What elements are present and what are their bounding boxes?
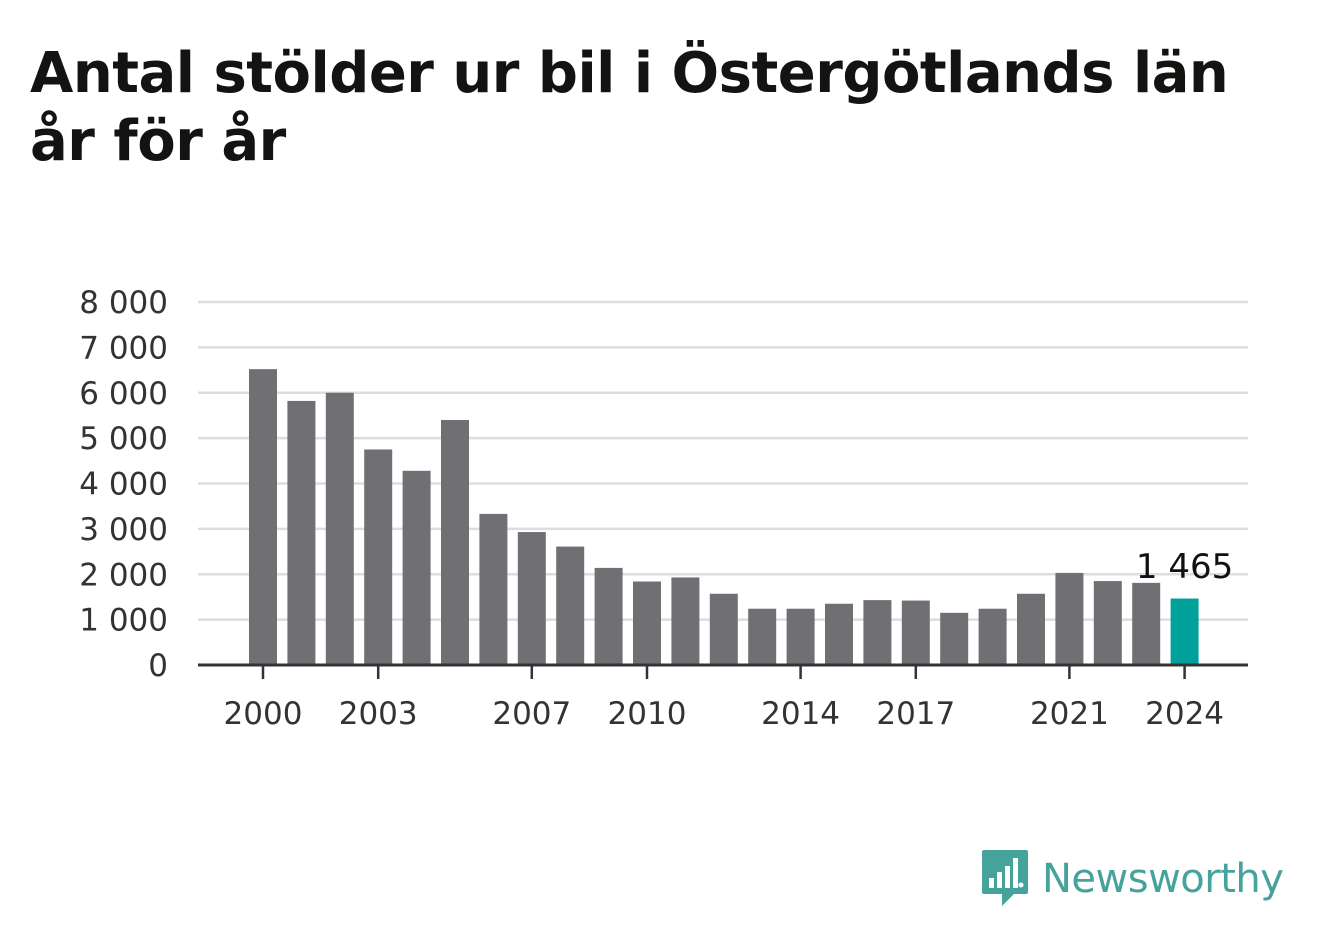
bar-2020 (1017, 593, 1045, 665)
brand-name: Newsworthy (1042, 856, 1284, 902)
gridlines (198, 300, 1248, 621)
y-tick-label: 5 000 (79, 421, 168, 457)
bar-2008 (556, 546, 585, 665)
x-tick-label: 2003 (339, 696, 418, 732)
bar-2015 (825, 603, 853, 665)
bar-2000 (249, 369, 277, 665)
y-tick-label: 1 000 (79, 603, 168, 639)
bar-2013 (748, 608, 777, 665)
y-tick-label: 8 000 (79, 285, 168, 321)
brand-logo: Newsworthy (980, 848, 1284, 910)
bar-2023 (1132, 582, 1161, 665)
bar-2002 (325, 392, 354, 665)
x-tick-label: 2007 (492, 696, 571, 732)
bar-2024 (1170, 598, 1199, 665)
bar-2018 (940, 612, 969, 665)
value-labels: 1 465 (1136, 547, 1233, 587)
bars (249, 369, 1199, 665)
bar-2010 (633, 581, 661, 665)
x-tick-label: 2014 (761, 696, 840, 732)
x-axis (198, 663, 1248, 679)
y-tick-label: 2 000 (79, 557, 168, 593)
x-tick-label: 2024 (1145, 696, 1224, 732)
bar-2007 (517, 532, 546, 665)
y-tick-label: 3 000 (79, 512, 168, 548)
bar-2009 (594, 567, 623, 665)
x-tick-label: 2017 (876, 696, 955, 732)
bar-2012 (709, 593, 738, 665)
bar-2014 (786, 608, 815, 665)
y-tick-label: 6 000 (79, 376, 168, 412)
bar-2006 (479, 513, 508, 665)
y-axis-tick-labels: 0 1 000 2 000 3 000 4 000 5 000 6 000 7 000 8 00… (79, 285, 168, 684)
x-tick-label: 2021 (1030, 696, 1109, 732)
chart-title: Antal stölder ur bil i Östergötlands län… (30, 41, 1229, 174)
y-tick-label: 0 (148, 648, 168, 684)
bar-2005 (441, 419, 469, 665)
newsworthy-logo-icon (982, 850, 1028, 906)
bar-2019 (978, 608, 1007, 665)
x-tick-label: 2010 (608, 696, 687, 732)
x-axis-tick-labels: 2000 2003 2007 2010 2014 2017 2021 2024 (224, 696, 1225, 732)
bar-2022 (1093, 581, 1122, 665)
bar-2016 (863, 600, 892, 665)
bar-2017 (901, 600, 930, 665)
bar-2004 (402, 470, 431, 665)
bar-2003 (364, 449, 393, 665)
highlight-value-label: 1 465 (1136, 547, 1233, 587)
bar-2021 (1055, 572, 1084, 665)
x-tick-label: 2000 (224, 696, 303, 732)
y-tick-label: 4 000 (79, 467, 168, 503)
y-tick-label: 7 000 (79, 330, 168, 366)
bar-2011 (671, 577, 700, 665)
bar-2001 (287, 400, 316, 665)
